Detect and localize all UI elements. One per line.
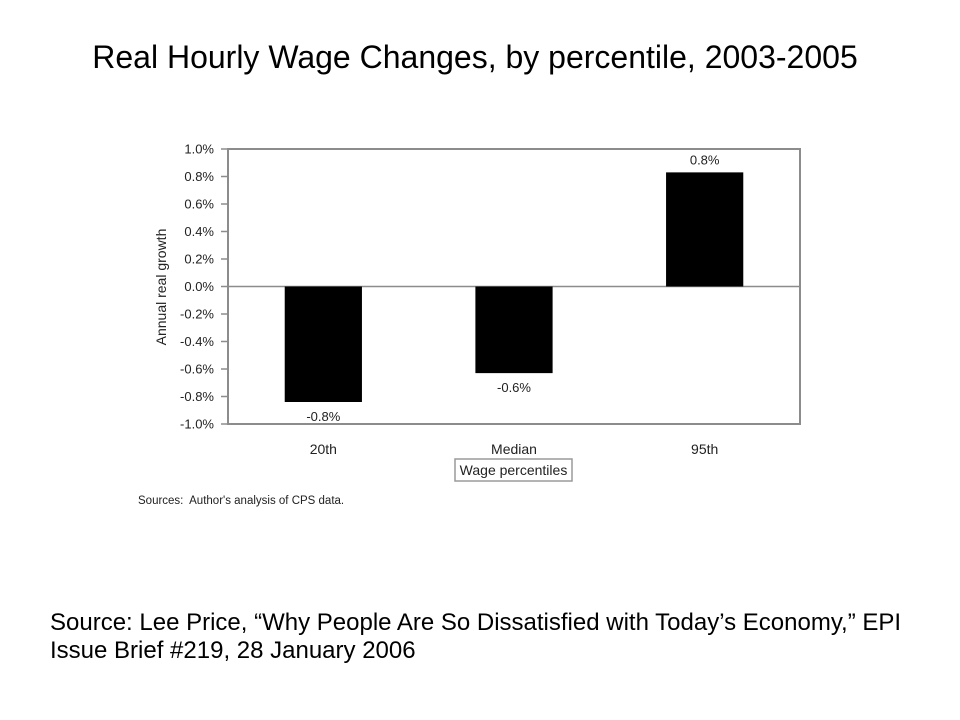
x-axis-title: Wage percentiles <box>460 462 568 478</box>
y-axis-title: Annual real growth <box>153 229 169 346</box>
x-tick-label: Median <box>491 441 537 457</box>
plot-frame <box>227 148 801 425</box>
bar-value-label: 0.8% <box>690 152 720 167</box>
citation: Source: Lee Price, “Why People Are So Di… <box>50 609 901 664</box>
bar <box>284 286 362 402</box>
y-tick-label: 1.0% <box>184 142 214 157</box>
x-axis-title-box <box>454 458 573 482</box>
y-tick-label: 0.2% <box>184 252 214 267</box>
y-tick-label: 0.4% <box>184 224 214 239</box>
bar-value-labels: -0.8% -0.6% 0.8% <box>306 152 720 424</box>
y-axis: 1.0% 0.8% 0.6% 0.4% 0.2% 0.0% -0.2% -0.4% -0.6% -… <box>180 142 228 432</box>
y-tick-label: -0.6% <box>180 362 214 377</box>
bars <box>284 172 744 402</box>
citation-line-2: Issue Brief #219, 28 January 2006 <box>50 637 416 664</box>
y-tick-label: -1.0% <box>180 417 214 432</box>
citation-line-1: Source: Lee Price, “Why People Are So Di… <box>50 609 901 636</box>
bar-value-label: -0.8% <box>306 409 340 424</box>
y-tick-label: 0.0% <box>184 279 214 294</box>
bar-chart: 1.0%0.8%0.6%0.4%0.2%0.0%-0.2%-0.4%-0.6%-… <box>138 142 801 507</box>
bar <box>475 286 553 374</box>
bar <box>666 172 744 287</box>
bar-value-label: -0.6% <box>497 380 531 395</box>
slide-title: Real Hourly Wage Changes, by percentile,… <box>92 39 857 75</box>
x-axis: 20th Median 95th <box>310 441 719 457</box>
y-tick-label: -0.2% <box>180 307 214 322</box>
x-tick-label: 95th <box>691 441 718 457</box>
y-tick-label: -0.4% <box>180 334 214 349</box>
y-tick-label: 0.8% <box>184 169 214 184</box>
y-tick-label: -0.8% <box>180 389 214 404</box>
x-tick-label: 20th <box>310 441 337 457</box>
chart-source-note: Sources: Author's analysis of CPS data. <box>138 495 344 507</box>
y-tick-label: 0.6% <box>184 197 214 212</box>
